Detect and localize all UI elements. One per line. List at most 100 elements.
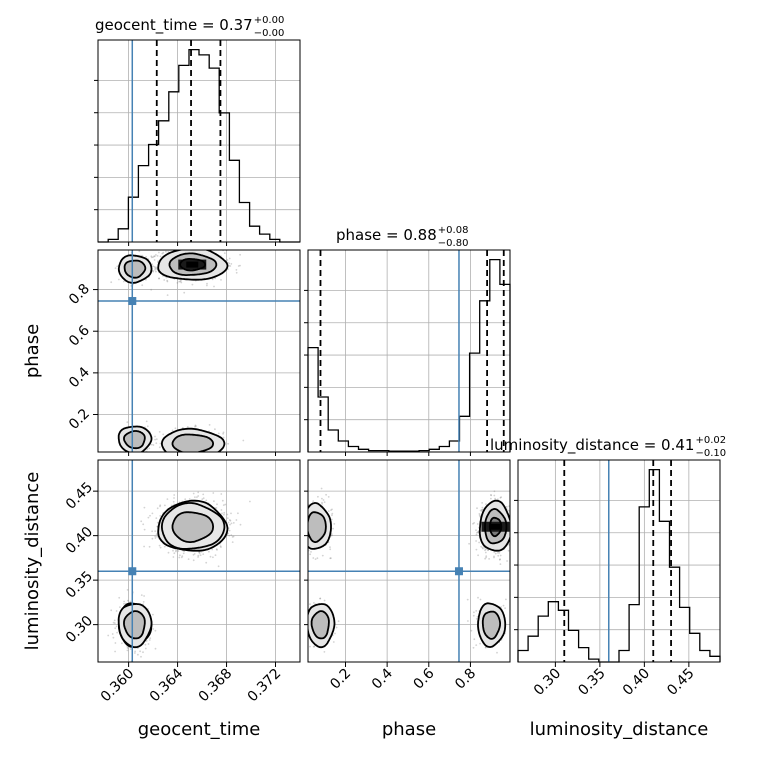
title-minus-geocent_time: −0.00: [254, 28, 285, 39]
sample-point: [178, 457, 180, 459]
sample-point: [303, 511, 305, 513]
sample-point: [304, 543, 306, 545]
sample-point: [163, 279, 165, 281]
sample-point: [512, 520, 514, 522]
sample-point: [154, 259, 156, 261]
sample-point: [142, 664, 144, 666]
panel-phase-vs-luminosity_distance: [293, 460, 520, 662]
sample-point: [216, 549, 218, 551]
sample-point: [155, 517, 157, 519]
sample-point: [485, 552, 487, 554]
sample-point: [209, 455, 211, 457]
sample-point: [297, 503, 299, 505]
sample-point: [126, 421, 128, 423]
sample-point: [512, 555, 514, 557]
sample-point: [233, 522, 235, 524]
sample-point: [238, 265, 240, 267]
panel-content: [293, 460, 520, 662]
sample-point: [188, 455, 190, 457]
sample-point: [212, 492, 214, 494]
sample-point: [324, 501, 326, 503]
sample-point: [480, 546, 482, 548]
histogram-luminosity_distance: luminosity_distance = 0.41+0.02−0.10: [490, 435, 726, 662]
sample-point: [224, 252, 226, 254]
sample-point: [168, 552, 170, 554]
sample-point: [107, 635, 109, 637]
sample-point: [212, 556, 214, 558]
sample-point: [157, 507, 159, 509]
sample-point: [223, 512, 225, 514]
histogram-geocent_time: geocent_time = 0.37+0.00−0.00: [94, 15, 300, 242]
sample-point: [116, 632, 118, 634]
sample-point: [226, 514, 228, 516]
sample-point: [224, 504, 226, 506]
sample-point: [203, 248, 205, 250]
sample-point: [230, 520, 232, 522]
sample-point: [481, 509, 483, 511]
sample-point: [130, 648, 132, 650]
sample-point: [303, 519, 305, 521]
sample-point: [328, 510, 330, 512]
sample-point: [220, 279, 222, 281]
sample-point: [134, 652, 136, 654]
sample-point: [189, 498, 191, 500]
sample-point: [155, 254, 157, 256]
sample-point: [206, 246, 208, 248]
sample-point: [189, 453, 191, 455]
sample-point: [159, 545, 161, 547]
sample-point: [116, 266, 118, 268]
sample-point: [142, 523, 144, 525]
sample-point: [476, 549, 478, 551]
sample-point: [242, 440, 244, 442]
sample-point: [158, 252, 160, 254]
sample-point: [172, 430, 174, 432]
sample-point: [212, 279, 214, 281]
sample-point: [154, 266, 156, 268]
sample-point: [303, 526, 305, 528]
sample-point: [152, 614, 154, 616]
sample-point: [193, 493, 195, 495]
sample-point: [498, 552, 500, 554]
sample-point: [304, 533, 306, 535]
sample-point: [152, 271, 154, 273]
sample-point: [304, 526, 306, 528]
sample-point: [184, 456, 186, 458]
sample-point: [154, 255, 156, 257]
sample-point: [201, 454, 203, 456]
title-geocent_time: geocent_time = 0.37+0.00−0.00: [95, 15, 284, 39]
sample-point: [321, 498, 323, 500]
sample-point: [143, 601, 145, 603]
sample-point: [475, 644, 477, 646]
sample-point: [477, 531, 479, 533]
sample-point: [139, 457, 141, 459]
sample-point: [152, 513, 154, 515]
sample-point: [130, 601, 132, 603]
sample-point: [138, 250, 140, 252]
sample-point: [315, 558, 317, 560]
sample-point: [229, 258, 231, 260]
sample-point: [164, 461, 166, 463]
sample-point: [468, 543, 470, 545]
sample-point: [317, 557, 319, 559]
sample-point: [216, 503, 218, 505]
sample-point: [302, 540, 304, 542]
sample-point: [156, 536, 158, 538]
sample-point: [190, 458, 192, 460]
sample-point: [301, 520, 303, 522]
sample-point: [181, 555, 183, 557]
sample-point: [150, 289, 152, 291]
sample-point: [154, 436, 156, 438]
sample-point: [302, 517, 304, 519]
sample-point: [293, 526, 295, 528]
sample-point: [220, 546, 222, 548]
sample-point: [159, 506, 161, 508]
sample-point: [166, 280, 168, 282]
sample-point: [191, 454, 193, 456]
title-minus-luminosity_distance: −0.10: [695, 448, 726, 459]
sample-point: [154, 535, 156, 537]
sample-point: [140, 656, 142, 658]
sample-point: [303, 530, 305, 532]
sample-point: [305, 539, 307, 541]
sample-point: [513, 542, 515, 544]
sample-point: [180, 282, 182, 284]
